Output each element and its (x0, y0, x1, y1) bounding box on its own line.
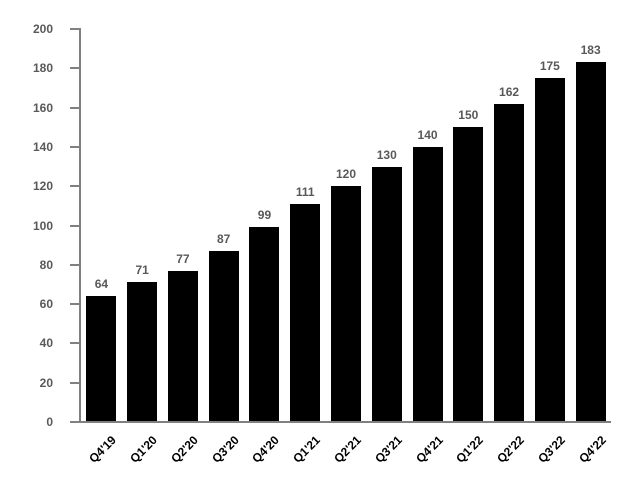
bar-Q4'19 (86, 296, 117, 422)
x-axis-tick-label: Q4'21 (412, 433, 446, 466)
y-axis-tick-mark (70, 263, 81, 266)
bar-value-label: 64 (94, 277, 109, 291)
bar-Q3'22 (534, 78, 565, 422)
bar-value-label: 130 (376, 148, 397, 162)
y-axis-tick-mark (70, 28, 81, 30)
y-axis-tick-label: 20 (39, 375, 53, 390)
y-axis-tick-mark (70, 303, 81, 306)
bar-value-label: 120 (335, 167, 357, 181)
y-axis-tick-mark (70, 185, 81, 188)
bar-Q4'22 (575, 62, 606, 422)
x-axis-tick-label: Q2'20 (168, 433, 201, 466)
bar-value-label: 77 (176, 252, 190, 266)
bar-Q2'22 (494, 104, 525, 422)
bar-Q4'21 (412, 147, 443, 422)
x-axis-tick-label: Q3'21 (371, 433, 405, 466)
y-axis-tick-label: 80 (39, 257, 53, 272)
x-axis-tick-label: Q4'20 (249, 433, 283, 466)
y-axis-tick-mark (70, 342, 81, 345)
y-axis-tick-label: 40 (39, 336, 53, 351)
bar-Q2'21 (331, 186, 361, 422)
y-axis-tick-mark (70, 145, 81, 148)
y-axis-tick-label: 100 (32, 218, 53, 233)
y-axis-tick-label: 180 (32, 61, 53, 76)
bar-value-label: 87 (217, 232, 231, 246)
bar-value-label: 175 (539, 59, 560, 73)
x-axis-tick-label: Q3'22 (535, 433, 568, 466)
x-axis-tick-label: Q2'21 (331, 433, 364, 466)
y-axis-tick-mark (70, 106, 81, 109)
bar-value-label: 150 (458, 108, 479, 122)
x-axis-tick-label: Q1'22 (453, 433, 487, 466)
y-axis-tick-label: 140 (32, 139, 53, 154)
y-axis-line (79, 28, 81, 423)
y-axis-tick-label: 0 (46, 415, 53, 429)
bar-value-label: 183 (580, 43, 601, 57)
x-axis-tick-label: Q1'20 (127, 433, 161, 466)
y-axis-tick-mark (70, 421, 81, 423)
x-axis-line (79, 421, 611, 423)
bar-value-label: 140 (417, 128, 438, 142)
y-axis-tick-label: 160 (32, 100, 53, 115)
y-axis-tick-mark (70, 224, 81, 227)
bar-Q3'20 (208, 251, 239, 422)
x-axis-tick-label: Q1'21 (290, 433, 324, 466)
bar-Q1'22 (453, 127, 484, 422)
x-axis-tick-label: Q4'22 (575, 433, 609, 466)
bar-Q1'21 (290, 204, 321, 422)
y-axis-tick-mark (70, 381, 81, 384)
y-axis-tick-mark (70, 67, 81, 70)
bar-value-label: 162 (499, 85, 520, 99)
bar-Q3'21 (371, 167, 402, 422)
bar-Q4'20 (249, 227, 280, 422)
bar-value-label: 71 (135, 263, 149, 277)
bar-Q1'20 (127, 282, 158, 422)
y-axis-tick-label: 60 (39, 297, 53, 312)
bar-Q2'20 (167, 271, 198, 422)
y-axis-tick-label: 120 (32, 179, 53, 194)
x-axis-tick-label: Q3'20 (208, 433, 242, 466)
bar-value-label: 99 (257, 208, 272, 222)
y-axis-tick-label: 200 (32, 22, 53, 36)
x-axis-tick-label: Q2'22 (494, 433, 527, 466)
bar-value-label: 111 (295, 185, 315, 199)
x-axis-tick-label: Q4'19 (86, 433, 120, 466)
